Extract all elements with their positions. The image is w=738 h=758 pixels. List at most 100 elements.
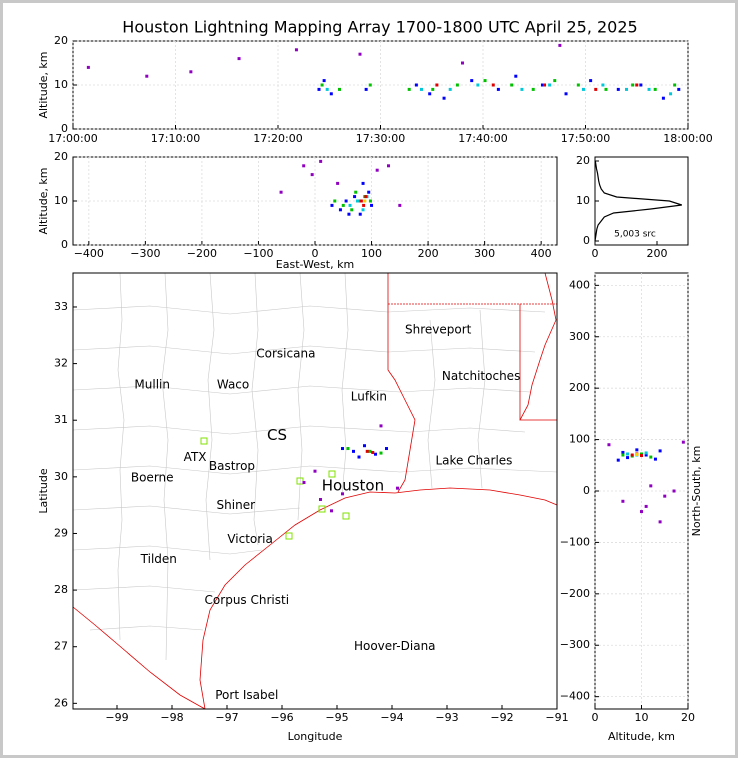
point: [367, 190, 371, 194]
point: [673, 83, 677, 87]
point: [341, 447, 344, 451]
point: [621, 453, 625, 457]
point: [431, 87, 435, 91]
point: [375, 168, 379, 172]
point: [635, 83, 639, 87]
y-tick-label: 31: [54, 413, 68, 426]
x-tick-label: 100: [361, 247, 382, 260]
point: [398, 203, 402, 207]
y-axis-label: Latitude: [37, 468, 50, 514]
point: [644, 451, 648, 455]
point: [370, 203, 374, 207]
x-tick-label: −94: [380, 711, 403, 724]
point: [353, 195, 357, 199]
point: [461, 61, 464, 65]
city-label: Lake Charles: [435, 453, 512, 467]
x-tick-label: −92: [490, 711, 513, 724]
point: [368, 199, 372, 203]
point: [604, 87, 608, 91]
county-lines: [72, 272, 558, 661]
city-label: Corpus Christi: [205, 593, 290, 607]
point: [649, 484, 653, 488]
point: [677, 87, 681, 91]
point: [616, 87, 620, 91]
y-axis-label: North-South, km: [690, 446, 703, 537]
point: [319, 497, 322, 501]
y-tick-label: 30: [54, 470, 68, 483]
point: [407, 87, 411, 91]
point: [635, 448, 639, 452]
point: [294, 48, 298, 52]
point: [663, 494, 667, 498]
point: [644, 504, 648, 508]
x-tick-label: 17:10:00: [151, 132, 200, 145]
x-tick-label: −96: [270, 711, 293, 724]
point: [558, 43, 562, 47]
point: [361, 208, 365, 212]
point: [379, 424, 383, 428]
point: [352, 449, 355, 453]
point: [346, 447, 350, 451]
x-tick-label: −97: [215, 711, 238, 724]
point: [653, 457, 657, 461]
y-tick-label: 10: [54, 78, 68, 91]
city-label: Victoria: [227, 532, 273, 546]
point: [336, 181, 340, 185]
point: [330, 509, 333, 513]
point: [661, 96, 665, 100]
point: [626, 452, 630, 456]
annotation: 5,003 src: [614, 230, 656, 240]
point: [631, 83, 635, 87]
y-axis-label: Altitude, km: [37, 167, 50, 234]
point: [396, 486, 399, 490]
city-label: Waco: [217, 378, 249, 392]
point: [365, 449, 369, 453]
point: [543, 83, 546, 87]
point: [510, 83, 514, 87]
point: [442, 96, 446, 100]
point: [329, 92, 333, 96]
point: [520, 87, 524, 91]
x-tick-label: 10: [635, 711, 649, 724]
y-tick-label: 29: [54, 526, 68, 539]
point: [647, 87, 651, 91]
point: [358, 52, 362, 56]
y-tick-label: 32: [54, 357, 68, 370]
point: [428, 92, 432, 96]
point: [644, 453, 648, 457]
point: [302, 164, 306, 168]
point: [621, 450, 625, 454]
point: [483, 79, 487, 83]
point: [330, 203, 334, 207]
point: [626, 456, 630, 460]
point: [322, 79, 326, 83]
x-tick-label: 17:50:00: [561, 132, 610, 145]
point: [317, 87, 321, 91]
profile-line: [594, 160, 682, 242]
point: [313, 469, 317, 473]
point: [364, 87, 368, 91]
y-tick-label: 0: [583, 484, 590, 497]
x-tick-label: 17:30:00: [356, 132, 405, 145]
x-tick-label: −100: [243, 247, 273, 260]
point: [496, 87, 500, 91]
point: [607, 443, 611, 447]
y-tick-label: 200: [569, 381, 590, 394]
point: [320, 83, 324, 87]
point: [355, 199, 359, 203]
point: [514, 74, 518, 78]
point: [448, 87, 452, 91]
stations: [200, 437, 350, 540]
point: [357, 455, 361, 459]
point: [594, 87, 598, 91]
point: [576, 83, 580, 87]
x-tick-label: −93: [435, 711, 458, 724]
city-label: Tilden: [140, 552, 177, 566]
point: [681, 440, 685, 444]
x-tick-label: 400: [531, 247, 552, 260]
point: [630, 453, 634, 457]
y-tick-label: 10: [576, 194, 590, 207]
y-tick-label: 33: [54, 300, 68, 313]
point: [319, 159, 323, 163]
y-tick-label: 400: [569, 278, 590, 291]
